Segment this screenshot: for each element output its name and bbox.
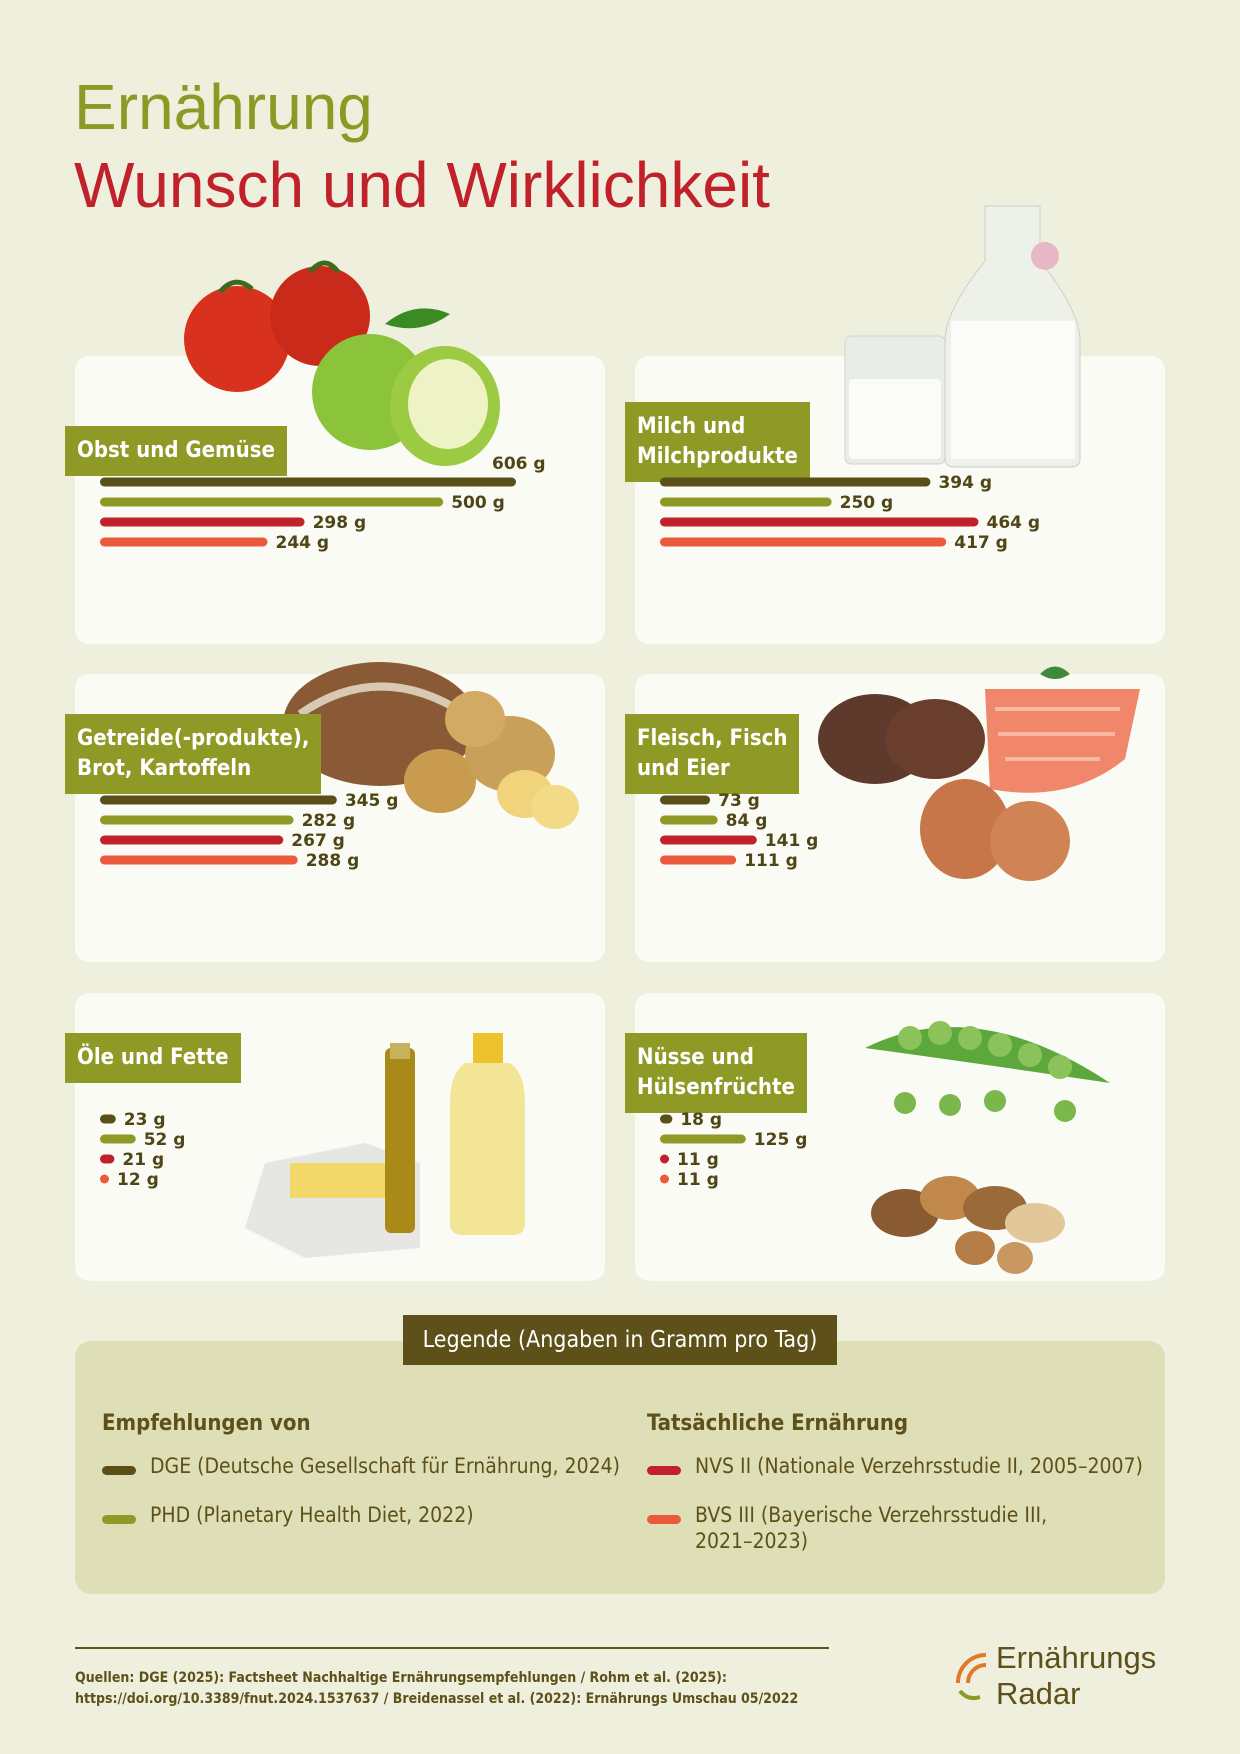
bar-value-label: 73 g: [718, 791, 760, 811]
legend-swatch-phd: [102, 1515, 136, 1524]
bar-nvs: [660, 835, 757, 845]
sources-line-2: https://doi.org/10.3389/fnut.2024.153763…: [75, 1691, 799, 1707]
legend-item-dge: DGE (Deutsche Gesellschaft für Ernährung…: [150, 1454, 620, 1478]
bar-value-label: 18 g: [680, 1110, 722, 1130]
panel-label: Getreide(-produkte), Brot, Kartoffeln: [65, 714, 322, 794]
bar-value-label: 141 g: [765, 831, 819, 851]
bar-bvs: [660, 1174, 669, 1184]
chart-panel-nuesse: Nüsse und Hülsenfrüchte 18 g 125 g 11 g 11 …: [625, 993, 1165, 1281]
bar-value-label: 250 g: [840, 493, 894, 513]
legend-swatch-bvs: [647, 1515, 681, 1524]
bar-nvs: [100, 1154, 115, 1164]
legend-swatch-nvs: [647, 1466, 681, 1475]
bar-dge: [100, 1114, 116, 1124]
bar-value-label: 244 g: [275, 533, 329, 553]
chart-panel-getreide: Getreide(-produkte), Brot, Kartoffeln 34…: [65, 662, 605, 962]
bar-nvs: [660, 1154, 669, 1164]
bar-value-label: 288 g: [306, 851, 360, 871]
bar-group: 23 g52 g21 g12 g: [100, 1110, 186, 1190]
bar-phd: [660, 1134, 746, 1144]
bar-bvs: [660, 855, 737, 865]
bar-dge: [100, 795, 337, 805]
bar-bvs: [100, 537, 268, 547]
footer-divider: [75, 1647, 829, 1649]
fruit-vegetable-illustration: [184, 260, 500, 466]
bar-value-label: 417 g: [954, 533, 1008, 553]
bar-phd: [100, 1134, 136, 1144]
bar-nvs: [100, 517, 305, 527]
bar-dge: [660, 1114, 673, 1124]
brand-line-1: Ernährungs: [996, 1640, 1157, 1675]
sources-line-1: Quellen: DGE (2025): Factsheet Nachhalti…: [75, 1670, 727, 1686]
legend-swatch-dge: [102, 1466, 136, 1475]
bar-phd: [660, 815, 718, 825]
bar-value-label: 464 g: [987, 513, 1041, 533]
sources: Quellen: DGE (2025): Factsheet Nachhalti…: [75, 1668, 798, 1710]
bar-value-label: 125 g: [754, 1130, 808, 1150]
peas-nuts-illustration: [865, 1021, 1110, 1274]
brand-name: Ernährungs Radar: [996, 1640, 1156, 1712]
page-title-line1: Ernährung: [74, 71, 373, 143]
chart-panel-fleisch: Fleisch, Fisch und Eier 73 g 84 g 141 g 111…: [625, 666, 1165, 962]
panel-label: Fleisch, Fisch und Eier: [625, 714, 800, 794]
panel-label: Nüsse und Hülsenfrüchte: [625, 1033, 807, 1113]
bar-dge: [660, 795, 711, 805]
bar-value-label: 282 g: [302, 811, 356, 831]
meat-fish-eggs-illustration: [818, 666, 1140, 881]
panel-label: Obst und Gemüse: [65, 426, 287, 476]
bar-value-label: 84 g: [726, 811, 768, 831]
legend-item-bvs: BVS III (Bayerische Verzehrsstudie III, …: [695, 1503, 1048, 1553]
ernaehrungsradar-logo-icon: [956, 1653, 987, 1701]
bar-value-label: 12 g: [117, 1170, 159, 1190]
bar-dge: [100, 477, 516, 487]
panel-label: Milch und Milchprodukte: [625, 402, 810, 482]
brand-line-2: Radar: [996, 1676, 1081, 1711]
bar-value-label: 11 g: [677, 1150, 719, 1170]
bar-bvs: [100, 855, 298, 865]
oil-butter-illustration: [245, 1033, 525, 1258]
chart-panel-oele-fette: Öle und Fette 23 g 52 g 21 g 12 g: [65, 993, 605, 1281]
bread-potato-illustration: [283, 662, 579, 829]
legend-box: Empfehlungen von Tatsächliche Ernährung …: [75, 1341, 1165, 1594]
legend-heading-recommendations: Empfehlungen von: [102, 1411, 311, 1436]
bar-value-label: 345 g: [345, 791, 399, 811]
bar-phd: [100, 815, 294, 825]
bar-value-label: 394 g: [938, 473, 992, 493]
milk-illustration: [844, 205, 1081, 468]
legend-item-nvs: NVS II (Nationale Verzehrsstudie II, 200…: [695, 1454, 1143, 1478]
legend-heading-actual: Tatsächliche Ernährung: [647, 1411, 909, 1436]
bar-dge: [660, 477, 931, 487]
bar-group: 18 g 125 g 11 g11 g: [660, 1110, 808, 1190]
bar-value-label: 111 g: [744, 851, 798, 871]
bar-phd: [660, 497, 832, 507]
page-title-line2: Wunsch und Wirklichkeit: [74, 149, 770, 221]
bar-value-label: 500 g: [451, 493, 505, 513]
bar-value-label: 11 g: [677, 1170, 719, 1190]
bar-value-label: 52 g: [144, 1130, 186, 1150]
bar-bvs: [660, 537, 947, 547]
bar-value-label: 298 g: [313, 513, 367, 533]
bar-nvs: [100, 835, 284, 845]
bar-value-label: 21 g: [122, 1150, 164, 1170]
bar-bvs: [100, 1174, 109, 1184]
chart-panel-obst-gemuese: Obst und Gemüse 606 g 500 g 298 g 244 g: [65, 260, 605, 644]
legend-title: Legende (Angaben in Gramm pro Tag): [403, 1315, 837, 1365]
bar-nvs: [660, 517, 979, 527]
bar-value-label: 23 g: [124, 1110, 166, 1130]
bar-phd: [100, 497, 444, 507]
bar-value-label: 267 g: [291, 831, 345, 851]
bar-value-label: 606 g: [492, 454, 546, 474]
panel-label: Öle und Fette: [65, 1033, 241, 1083]
legend-item-phd: PHD (Planetary Health Diet, 2022): [150, 1503, 474, 1527]
